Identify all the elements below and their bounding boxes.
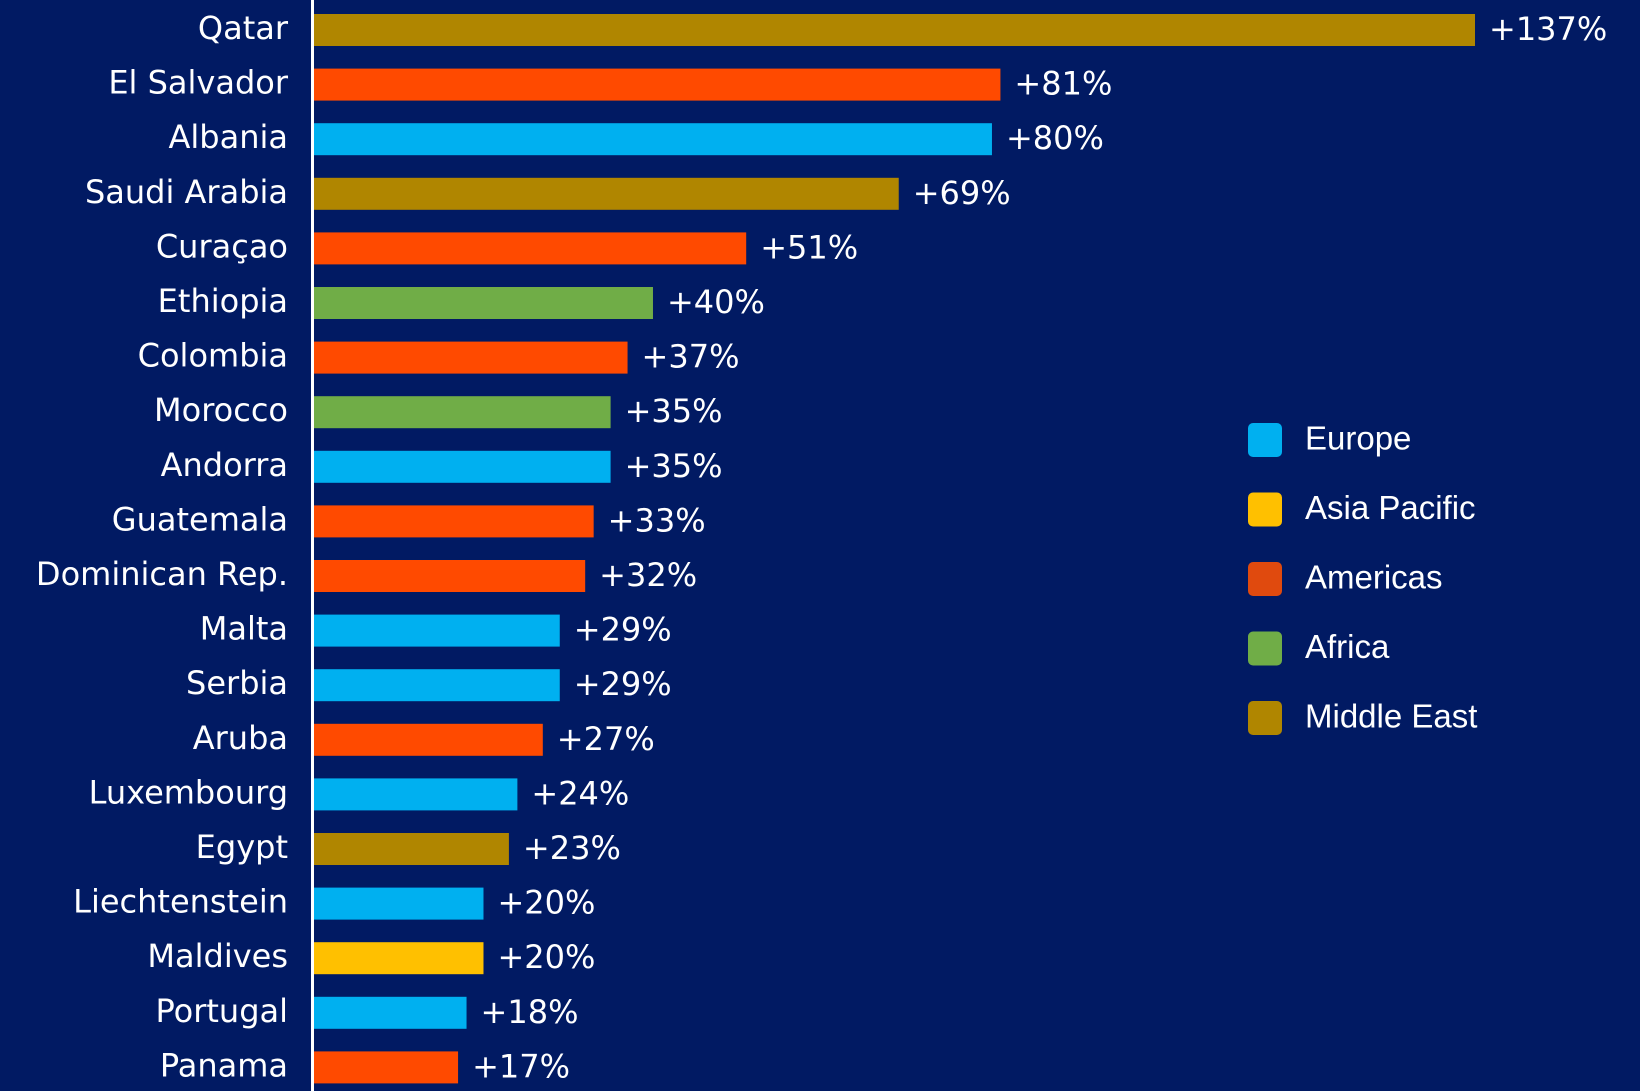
bar: [314, 287, 653, 319]
value-label: +81%: [1014, 65, 1112, 103]
bar: [314, 614, 560, 647]
value-label: +27%: [557, 720, 655, 758]
bar: [314, 232, 747, 265]
legend-swatch: [1248, 701, 1282, 735]
category-label: Albania: [169, 118, 288, 156]
bar: [314, 450, 611, 483]
category-label: Portugal: [155, 992, 288, 1030]
category-label: Maldives: [147, 937, 288, 975]
category-label: Saudi Arabia: [85, 173, 288, 211]
bar: [314, 341, 628, 374]
bar: [314, 396, 611, 429]
category-label: Morocco: [154, 391, 288, 429]
value-label: +137%: [1489, 10, 1607, 48]
value-label: +32%: [599, 556, 697, 594]
bar: [314, 560, 586, 592]
category-label: Luxembourg: [89, 773, 288, 811]
category-label: Liechtenstein: [73, 883, 288, 921]
bar: [314, 669, 560, 702]
legend-swatch: [1248, 631, 1282, 666]
bar: [314, 14, 1475, 46]
value-label: +51%: [760, 228, 858, 266]
value-label: +29%: [574, 665, 672, 703]
bar: [314, 68, 1001, 101]
legend-label: Africa: [1305, 628, 1390, 665]
legend-label: Middle East: [1305, 698, 1477, 735]
category-label: Panama: [160, 1046, 288, 1084]
bar: [314, 778, 518, 811]
category-label: Serbia: [186, 664, 288, 702]
bar: [314, 723, 543, 756]
bar: [314, 1051, 459, 1084]
bar: [314, 887, 484, 920]
legend-swatch: [1248, 423, 1282, 457]
category-label: Guatemala: [112, 500, 288, 538]
value-label: +37%: [642, 338, 740, 376]
legend-label: Americas: [1305, 559, 1443, 596]
value-label: +80%: [1006, 119, 1104, 157]
legend-swatch: [1248, 562, 1282, 596]
value-label: +35%: [625, 447, 723, 485]
value-label: +40%: [667, 283, 765, 321]
bar: [314, 996, 467, 1029]
legend-label: Asia Pacific: [1305, 489, 1476, 526]
value-label: +29%: [574, 611, 672, 649]
category-label: Aruba: [193, 719, 288, 757]
category-label: Malta: [200, 610, 288, 648]
category-label: Egypt: [196, 828, 288, 866]
value-label: +18%: [481, 993, 579, 1031]
category-label: Qatar: [198, 9, 289, 47]
category-label: Andorra: [161, 446, 288, 484]
value-label: +24%: [531, 774, 629, 812]
value-label: +23%: [523, 829, 621, 867]
category-label: Dominican Rep.: [36, 555, 288, 593]
value-label: +20%: [497, 884, 595, 922]
category-label: Colombia: [138, 337, 288, 375]
legend-swatch: [1248, 492, 1282, 527]
category-label: Ethiopia: [158, 282, 288, 320]
bar: [314, 177, 899, 210]
category-label: El Salvador: [108, 64, 289, 102]
value-label: +33%: [608, 501, 706, 539]
bar: [314, 942, 484, 975]
bar: [314, 123, 992, 156]
value-label: +20%: [497, 938, 595, 976]
value-label: +35%: [625, 392, 723, 430]
value-label: +69%: [913, 174, 1011, 212]
bar: [314, 833, 509, 865]
legend-label: Europe: [1305, 420, 1411, 457]
category-label: Curaçao: [156, 227, 288, 265]
bar: [314, 505, 594, 538]
value-label: +17%: [472, 1047, 570, 1085]
